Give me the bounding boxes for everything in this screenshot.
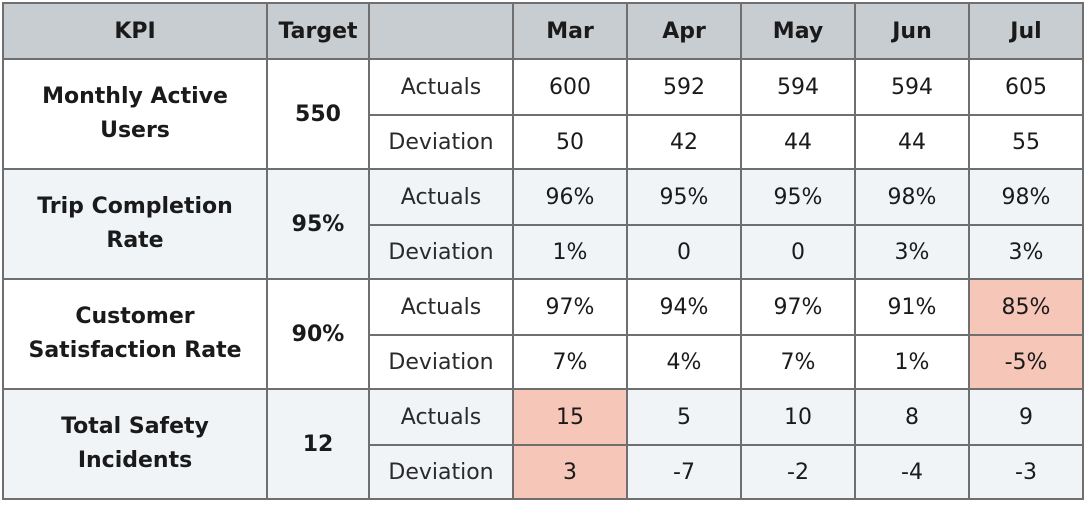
metric-label: Actuals [368, 388, 514, 446]
actual-cell: 600 [512, 58, 628, 116]
metric-label: Actuals [368, 58, 514, 116]
kpi-name-line: Trip Completion [37, 194, 233, 219]
actual-cell: 10 [740, 388, 856, 446]
actual-cell: 605 [968, 58, 1084, 116]
header-kpi: KPI [2, 2, 268, 60]
metric-label: Deviation [368, 114, 514, 170]
deviation-cell: 44 [740, 114, 856, 170]
actual-cell: 594 [854, 58, 970, 116]
kpi-name: Trip Completion Rate [2, 168, 268, 280]
deviation-cell: 0 [626, 224, 742, 280]
header-apr: Apr [626, 2, 742, 60]
deviation-cell: 4% [626, 334, 742, 390]
deviation-cell: 1% [854, 334, 970, 390]
metric-label: Deviation [368, 224, 514, 280]
actual-cell: 592 [626, 58, 742, 116]
header-may: May [740, 2, 856, 60]
header-jul: Jul [968, 2, 1084, 60]
actual-cell-flagged: 15 [512, 388, 628, 446]
kpi-target: 90% [266, 278, 370, 390]
table-row: Trip Completion Rate 95% Actuals 96% 95%… [2, 168, 1084, 280]
kpi-target: 550 [266, 58, 370, 170]
kpi-name-line: Monthly Active [42, 84, 228, 109]
actual-cell: 91% [854, 278, 970, 336]
kpi-target: 95% [266, 168, 370, 280]
actual-cell: 96% [512, 168, 628, 226]
kpi-name-line: Users [100, 118, 170, 143]
kpi-target: 12 [266, 388, 370, 500]
kpi-table: KPI Target Mar Apr May Jun Jul Monthly A… [2, 2, 1084, 500]
deviation-cell: 0 [740, 224, 856, 280]
kpi-name-line: Rate [106, 228, 164, 253]
metric-label: Actuals [368, 168, 514, 226]
table-row: Deviation 7% 4% 7% 1% -5% [3, 334, 1084, 390]
actual-cell: 98% [854, 168, 970, 226]
deviation-cell: -4 [854, 444, 970, 500]
table-row: Deviation 1% 0 0 3% 3% [3, 224, 1084, 280]
kpi-name: Total Safety Incidents [2, 388, 268, 500]
actual-cell: 95% [626, 168, 742, 226]
actual-cell: 95% [740, 168, 856, 226]
header-target: Target [266, 2, 370, 60]
kpi-name: Customer Satisfaction Rate [2, 278, 268, 390]
kpi-name-line: Customer [75, 304, 195, 329]
header-jun: Jun [854, 2, 970, 60]
table-row: Deviation 50 42 44 44 55 [3, 114, 1084, 170]
deviation-cell-flagged: -5% [968, 334, 1084, 390]
metric-label: Actuals [368, 278, 514, 336]
header-mar: Mar [512, 2, 628, 60]
kpi-name: Monthly Active Users [2, 58, 268, 170]
actual-cell: 94% [626, 278, 742, 336]
actual-cell: 5 [626, 388, 742, 446]
actual-cell-flagged: 85% [968, 278, 1084, 336]
deviation-cell: 42 [626, 114, 742, 170]
actual-cell: 97% [740, 278, 856, 336]
actual-cell: 98% [968, 168, 1084, 226]
actual-cell: 594 [740, 58, 856, 116]
deviation-cell: 55 [968, 114, 1084, 170]
actual-cell: 97% [512, 278, 628, 336]
deviation-cell: 1% [512, 224, 628, 280]
actual-cell: 9 [968, 388, 1084, 446]
kpi-name-line: Total Safety [61, 414, 209, 439]
deviation-cell: -7 [626, 444, 742, 500]
deviation-cell: 50 [512, 114, 628, 170]
header-metric [368, 2, 514, 60]
kpi-name-line: Incidents [77, 448, 193, 473]
header-row: KPI Target Mar Apr May Jun Jul [2, 2, 1084, 60]
actual-cell: 8 [854, 388, 970, 446]
deviation-cell: 3% [854, 224, 970, 280]
table-row: Monthly Active Users 550 Actuals 600 592… [2, 58, 1084, 170]
deviation-cell: 7% [512, 334, 628, 390]
deviation-cell-flagged: 3 [512, 444, 628, 500]
metric-label: Deviation [368, 444, 514, 500]
deviation-cell: 7% [740, 334, 856, 390]
table-row: Deviation 3 -7 -2 -4 -3 [3, 444, 1084, 500]
deviation-cell: 3% [968, 224, 1084, 280]
metric-label: Deviation [368, 334, 514, 390]
table-row: Total Safety Incidents 12 Actuals 15 5 1… [2, 388, 1084, 500]
deviation-cell: -3 [968, 444, 1084, 500]
table-row: Customer Satisfaction Rate 90% Actuals 9… [2, 278, 1084, 390]
deviation-cell: 44 [854, 114, 970, 170]
deviation-cell: -2 [740, 444, 856, 500]
kpi-name-line: Satisfaction Rate [28, 338, 242, 363]
